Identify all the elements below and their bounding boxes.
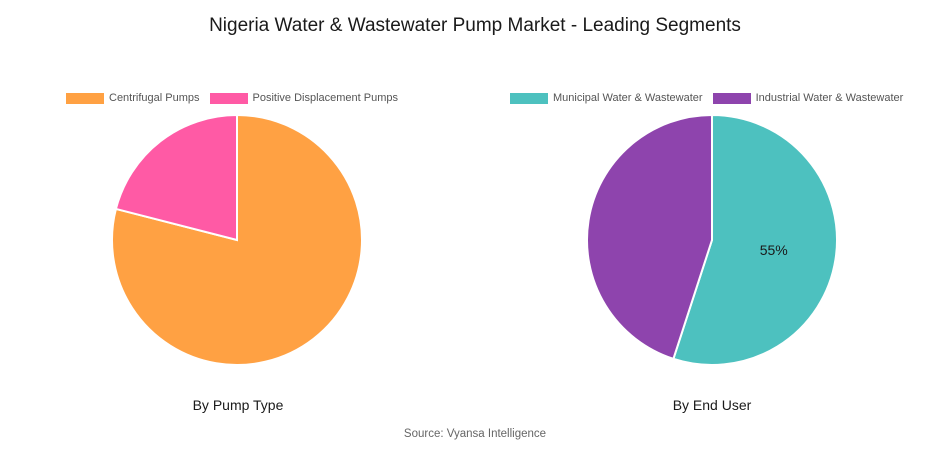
legend-label: Positive Displacement Pumps [252,92,399,104]
pie-data-label: 55% [760,242,788,258]
subtitle-end-user: By End User [672,397,752,413]
legend-pump-type: Centrifugal Pumps Positive Displacement … [66,92,408,104]
legend-label: Industrial Water & Wastewater [755,92,904,104]
legend-item-centrifugal[interactable]: Centrifugal Pumps [66,92,200,104]
legend-item-industrial[interactable]: Industrial Water & Wastewater [712,92,904,104]
legend-item-municipal[interactable]: Municipal Water & Wastewater [510,92,703,104]
legend-swatch [510,92,548,104]
legend-label: Centrifugal Pumps [109,92,200,104]
legend-label: Municipal Water & Wastewater [553,92,703,104]
legend-swatch [712,92,751,104]
pie-slice-municipal-water-wastewater[interactable] [672,113,838,366]
subtitle-pump-type: By Pump Type [192,397,284,413]
legend-item-positive-displacement[interactable]: Positive Displacement Pumps [209,92,399,104]
legend-end-user: Municipal Water & Wastewater Industrial … [510,92,913,104]
legend-swatch [209,92,248,104]
pie-slice-industrial-water-wastewater[interactable] [586,113,713,361]
chart-title: Nigeria Water & Wastewater Pump Market -… [209,15,741,36]
legend-swatch [66,92,104,104]
source-note: Source: Vyansa Intelligence [403,428,547,440]
pie-slice-positive-displacement-pumps[interactable] [114,113,238,242]
